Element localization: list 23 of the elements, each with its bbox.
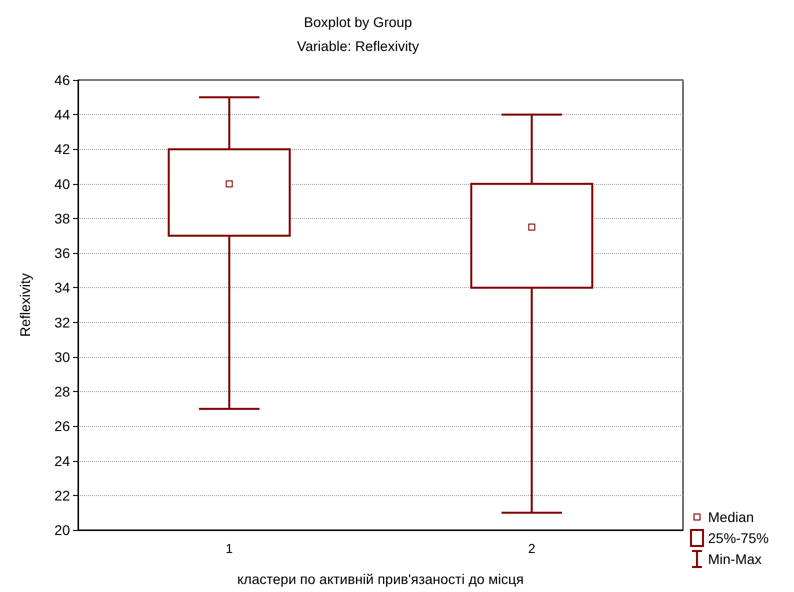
y-tick-label: 46 [54,72,70,88]
y-tick-label: 22 [54,487,70,504]
y-tick-label: 28 [54,384,70,400]
y-tick-label: 38 [54,210,70,226]
x-tick-label: 2 [528,541,536,556]
y-tick-label: 26 [54,418,70,434]
text: Min-Max [708,550,762,566]
text: Median [708,508,754,524]
y-tick-label: 34 [54,280,70,296]
y-tick-label: 30 [54,348,70,365]
y-tick-label: 44 [54,106,70,123]
y-tick-label: 32 [54,314,70,330]
text: 25%-75% [708,530,769,546]
chart-title: Boxplot by Group [304,14,412,30]
y-tick-label: 20 [54,522,70,538]
chart-subtitle: Variable: Reflexivity [297,38,419,54]
y-tick-label: 36 [54,245,70,262]
y-tick-label: 24 [54,452,70,469]
x-axis-title: кластери по активній прив'язаності до місця [237,571,524,587]
y-tick-label: 40 [54,176,70,192]
y-tick-label: 42 [54,141,70,158]
x-tick-label: 1 [226,541,233,556]
y-axis-title: Reflexivity [17,273,33,337]
